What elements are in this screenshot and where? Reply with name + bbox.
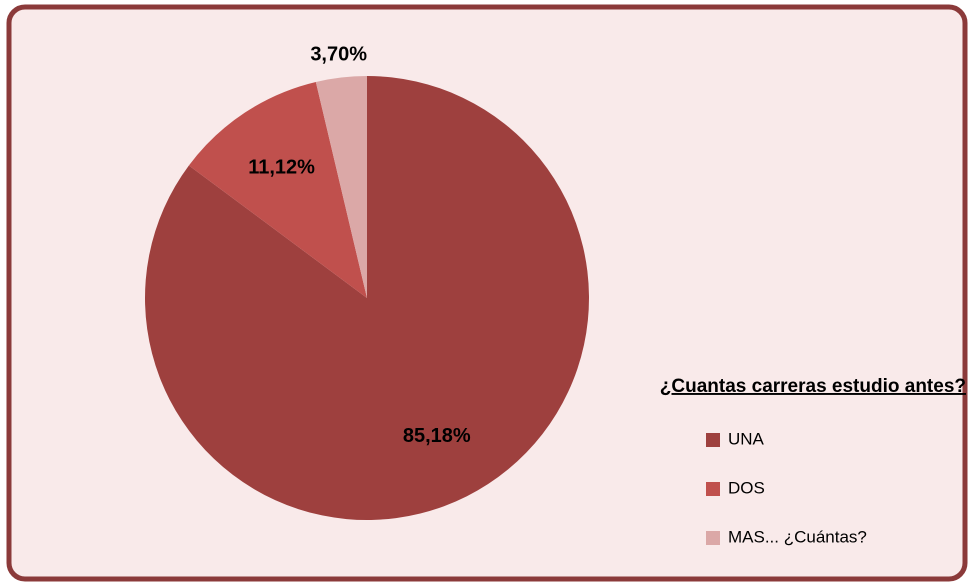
legend-swatch xyxy=(706,482,720,496)
legend-label: MAS... ¿Cuántas? xyxy=(728,527,867,546)
legend-label: UNA xyxy=(728,429,765,448)
legend-swatch xyxy=(706,433,720,447)
data-label: 3,70% xyxy=(310,44,367,66)
legend-label: DOS xyxy=(728,478,765,497)
data-label: 85,18% xyxy=(403,425,471,447)
pie-slice xyxy=(315,76,367,298)
pie-slice xyxy=(188,81,367,298)
legend-swatch xyxy=(706,531,720,545)
data-label: 11,12% xyxy=(248,156,315,178)
legend-title: ¿Cuantas carreras estudio antes? xyxy=(660,376,966,397)
